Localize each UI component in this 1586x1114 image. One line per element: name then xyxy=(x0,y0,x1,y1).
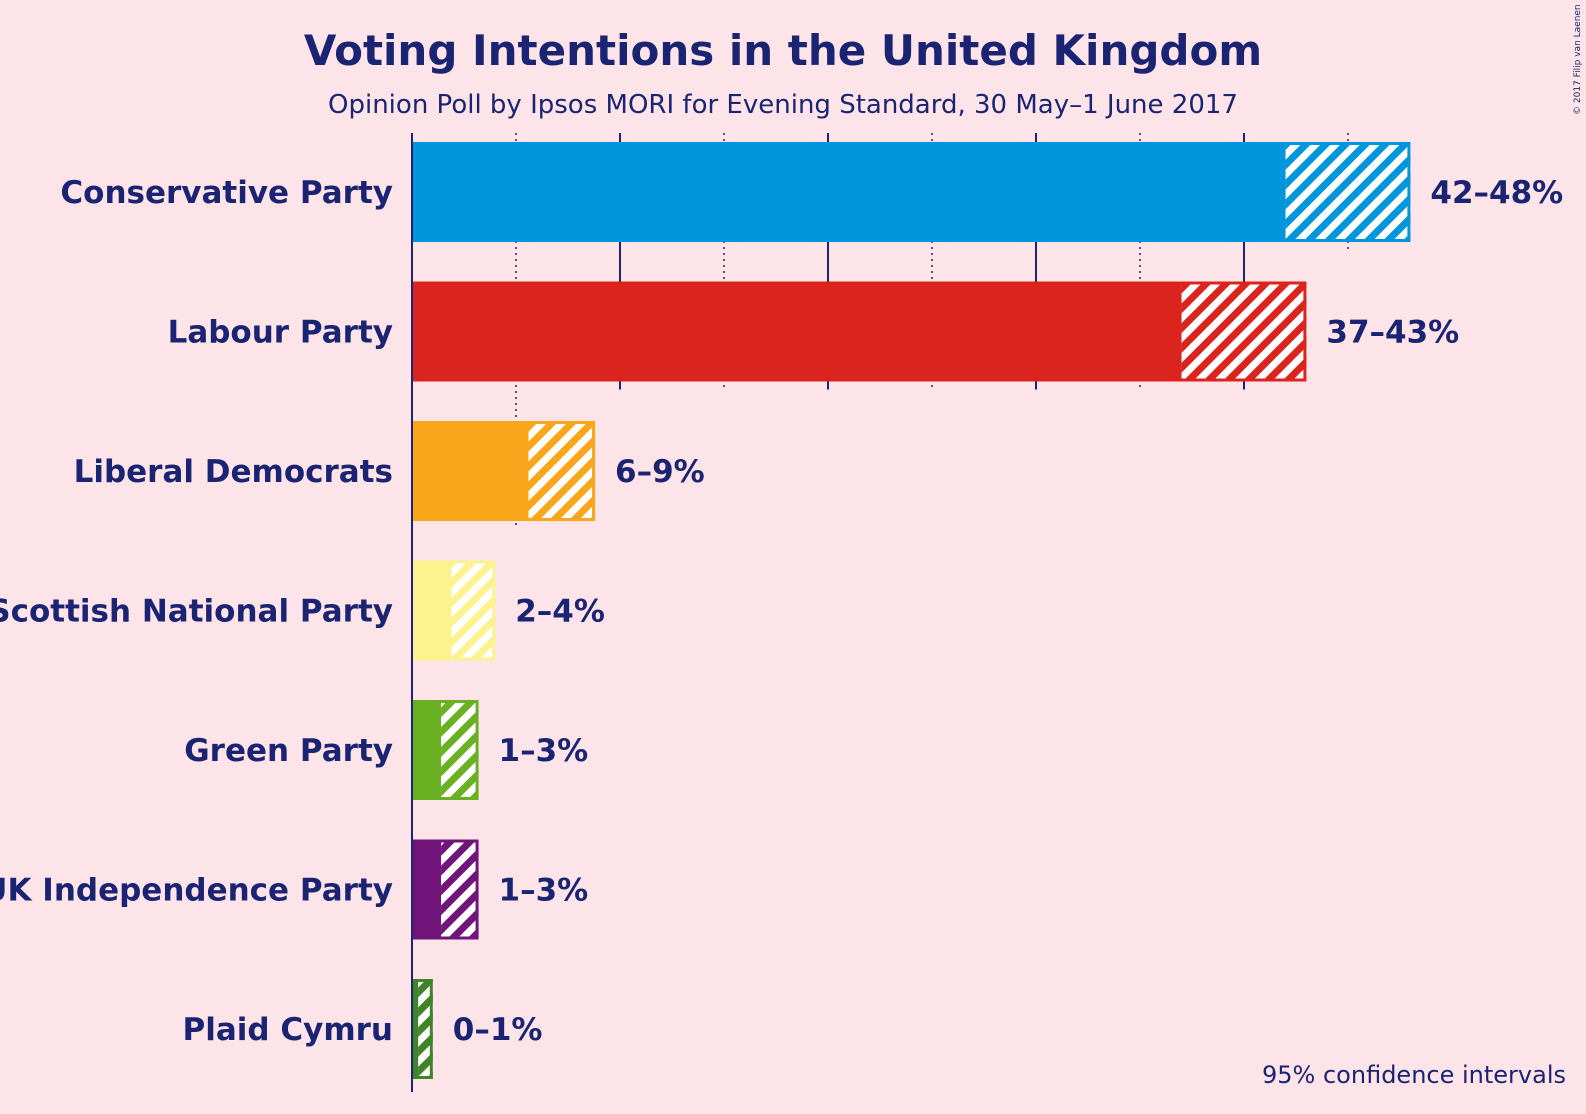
ci-hatch-conservative-party xyxy=(1285,142,1411,242)
range-label: 37–43% xyxy=(1326,315,1459,351)
range-label: 1–3% xyxy=(499,733,589,769)
range-labels: 42–48% 37–43% 6–9% 2–4% 1–3% 1–3% 0–1% xyxy=(453,175,1563,1048)
ci-hatch-uk-independence-party xyxy=(441,839,479,940)
ci-hatch-plaid-cymru xyxy=(418,979,433,1079)
bar-outline-plaid-cymru xyxy=(412,979,433,1079)
bar-plaid-cymru xyxy=(412,979,419,1079)
bar-green-party xyxy=(412,700,442,800)
bar-outline-green-party xyxy=(412,700,479,800)
ci-hatch-labour-party xyxy=(1181,281,1307,382)
category-labels: Conservative Party Labour Party Liberal De… xyxy=(0,175,393,1048)
ci-hatch-green-party xyxy=(441,700,479,800)
category-label: UK Independence Party xyxy=(0,873,393,909)
ci-hatch-scottish-national-party xyxy=(451,560,496,661)
bar-conservative-party xyxy=(412,142,1286,242)
range-label: 1–3% xyxy=(499,873,589,909)
bar-scottish-national-party xyxy=(412,560,452,661)
bar-uk-independence-party xyxy=(412,839,442,940)
range-label: 6–9% xyxy=(615,454,705,490)
chart-subtitle: Opinion Poll by Ipsos MORI for Evening S… xyxy=(328,90,1238,120)
category-label: Plaid Cymru xyxy=(183,1012,394,1048)
chart-title: Voting Intentions in the United Kingdom xyxy=(304,26,1262,75)
bar-labour-party xyxy=(412,281,1182,382)
bars xyxy=(412,142,1411,1079)
category-label: Scottish National Party xyxy=(0,594,393,630)
bar-outline-conservative-party xyxy=(412,142,1411,242)
bar-outline-labour-party xyxy=(412,281,1307,382)
confidence-note: 95% confidence intervals xyxy=(1262,1061,1566,1089)
range-label: 0–1% xyxy=(453,1012,543,1048)
range-label: 42–48% xyxy=(1430,175,1563,211)
bar-outline-liberal-democrats xyxy=(412,421,596,521)
ci-hatch-liberal-democrats xyxy=(528,421,596,521)
bar-outline-scottish-national-party xyxy=(412,560,496,661)
category-label: Liberal Democrats xyxy=(74,454,393,490)
category-label: Conservative Party xyxy=(60,175,393,211)
range-label: 2–4% xyxy=(515,594,605,630)
category-label: Green Party xyxy=(184,733,393,769)
copyright-text: © 2017 Filip van Laenen xyxy=(1573,4,1583,115)
bar-outline-uk-independence-party xyxy=(412,839,479,940)
bar-liberal-democrats xyxy=(412,421,529,521)
category-label: Labour Party xyxy=(168,315,393,351)
